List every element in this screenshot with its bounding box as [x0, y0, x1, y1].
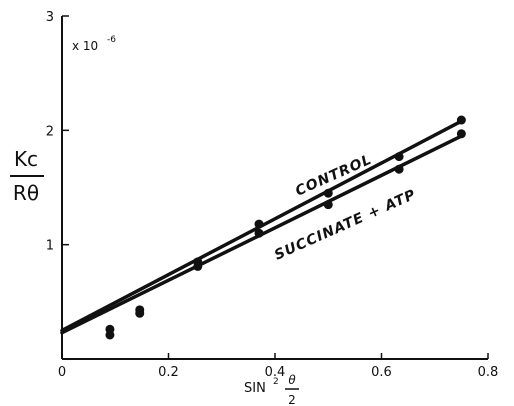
- data-point-succinate-atp: [193, 262, 202, 271]
- y-multiplier-exponent: -6: [107, 35, 116, 45]
- x-tick-label: 0: [58, 365, 66, 380]
- x-axis-label-frac-den: 2: [288, 393, 296, 406]
- data-point-control: [395, 152, 404, 161]
- y-tick-label: 3: [46, 10, 54, 25]
- series-label-control: CONTROL: [293, 152, 374, 200]
- data-point-succinate-atp: [135, 309, 144, 318]
- data-point-succinate-atp: [457, 129, 466, 138]
- data-point-succinate-atp: [105, 330, 114, 339]
- x-tick-label: 0.2: [158, 365, 179, 380]
- data-point-succinate-atp: [255, 229, 264, 238]
- x-axis-label-frac-num: θ: [288, 373, 296, 387]
- x-tick-label: 0.6: [371, 365, 392, 380]
- x-tick-label: 0.8: [478, 365, 499, 380]
- data-point-succinate-atp: [324, 200, 333, 209]
- y-multiplier-label: x 10: [72, 39, 98, 53]
- y-tick-label: 1: [46, 239, 54, 254]
- data-points: [105, 116, 465, 340]
- y-axis-label-denominator: Rθ: [13, 181, 39, 205]
- y-tick-label: 2: [46, 124, 54, 139]
- data-point-control: [457, 116, 466, 125]
- data-point-control: [255, 220, 264, 229]
- series-label-succinate-atp: SUCCINATE + ATP: [272, 187, 419, 264]
- data-point-succinate-atp: [395, 165, 404, 174]
- x-axis-label-power: 2: [273, 377, 279, 387]
- x-axis-label: SIN: [244, 381, 266, 396]
- data-point-control: [324, 189, 333, 198]
- y-axis-label-numerator: Kc: [14, 147, 38, 171]
